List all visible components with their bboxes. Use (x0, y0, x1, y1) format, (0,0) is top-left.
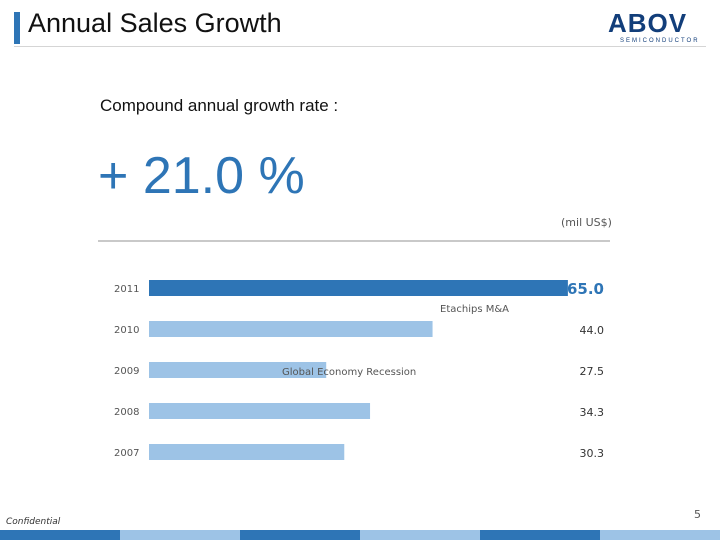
value-label-2010: 44.0 (580, 324, 605, 337)
footer-segment (600, 530, 720, 540)
confidential-label: Confidential (6, 517, 61, 527)
year-label: 2007 (114, 448, 139, 459)
page-title: Annual Sales Growth (28, 8, 282, 38)
footer-segment (360, 530, 480, 540)
value-label-2011: 65.0 (567, 280, 604, 298)
year-label: 2008 (114, 407, 139, 418)
value-label-2008: 34.3 (580, 406, 605, 419)
footer-segment (120, 530, 240, 540)
bar-2011 (149, 280, 568, 296)
footer-color-bar (0, 530, 720, 540)
year-label: 2011 (114, 284, 139, 295)
logo-subtext: SEMICONDUCTOR (620, 38, 700, 44)
bar-2007 (149, 444, 345, 460)
cagr-value: + 21.0 % (98, 147, 305, 205)
year-label: 2009 (114, 366, 139, 377)
footer-segment (480, 530, 600, 540)
chart-unit-label: (mil US$) (561, 216, 612, 229)
annotation-2011: Etachips M&A (440, 304, 509, 315)
footer-segment (0, 530, 120, 540)
chart-divider (98, 240, 610, 242)
bar-2008 (149, 403, 371, 419)
page-number: 5 (694, 508, 701, 521)
annotation-2009: Global Economy Recession (282, 367, 416, 378)
value-label-2009: 27.5 (580, 365, 605, 378)
title-accent-bar (14, 12, 20, 44)
value-label-2007: 30.3 (580, 447, 605, 460)
bar-2010 (149, 321, 433, 337)
company-logo: ABOV SEMICONDUCTOR (608, 10, 708, 46)
cagr-label: Compound annual growth rate : (100, 96, 339, 115)
logo-text: ABOV (608, 8, 688, 38)
year-label: 2010 (114, 325, 139, 336)
header-divider (14, 46, 706, 47)
footer-segment (240, 530, 360, 540)
bar-2009 (149, 362, 327, 378)
